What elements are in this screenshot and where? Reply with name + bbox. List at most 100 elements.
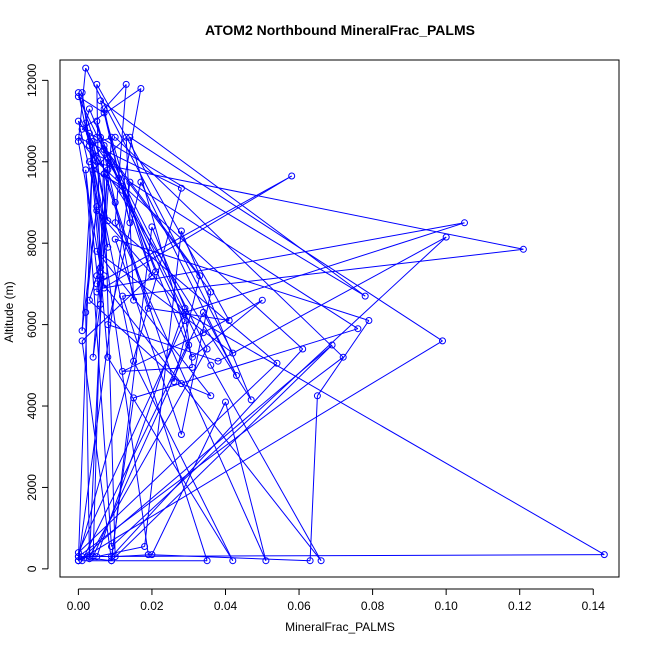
- series-segment: [96, 161, 304, 350]
- data-point: [104, 166, 112, 174]
- data-point: [148, 551, 156, 559]
- series-segment: [118, 177, 153, 276]
- data-point: [126, 178, 134, 186]
- series-segment: [103, 149, 212, 293]
- data-point: [100, 142, 108, 149]
- data-point: [93, 207, 101, 215]
- data-point: [181, 304, 189, 312]
- data-point: [170, 378, 178, 386]
- data-point: [126, 133, 134, 141]
- y-tick-label: 10000: [25, 145, 39, 179]
- series-segment: [129, 136, 443, 342]
- series-segment: [96, 210, 186, 313]
- data-point: [89, 353, 97, 361]
- series-segment: [184, 311, 605, 556]
- series-segment: [77, 188, 182, 557]
- data-point: [82, 119, 90, 127]
- data-point: [78, 553, 86, 561]
- data-point: [93, 288, 101, 296]
- series-segment: [111, 344, 333, 562]
- series-segment: [77, 92, 135, 362]
- y-tick-label: 4000: [25, 392, 39, 419]
- series-line-group: [77, 67, 605, 562]
- data-point: [74, 89, 82, 97]
- data-point: [196, 272, 204, 280]
- data-point: [85, 553, 93, 561]
- data-point: [85, 137, 93, 145]
- data-point: [93, 272, 101, 280]
- data-point: [122, 80, 130, 88]
- data-point: [97, 97, 104, 105]
- series-segment: [210, 365, 322, 561]
- series-segment: [309, 395, 318, 561]
- series-segment: [111, 236, 447, 547]
- series-segment: [81, 312, 204, 561]
- series-segment: [92, 304, 101, 557]
- y-axis: 0 2000 4000 6000 8000 10000 12000: [25, 63, 49, 572]
- data-point: [89, 150, 97, 158]
- data-point: [74, 557, 82, 565]
- series-segment: [78, 340, 443, 562]
- series-segment: [77, 141, 94, 561]
- data-point: [108, 133, 115, 141]
- series-segment: [85, 312, 90, 557]
- series-segment: [122, 366, 193, 372]
- data-point: [262, 557, 270, 565]
- data-point: [177, 227, 185, 235]
- data-point: [119, 182, 126, 190]
- series-segment: [89, 299, 182, 384]
- data-point: [97, 133, 104, 141]
- data-point: [461, 219, 468, 227]
- data-point: [273, 359, 281, 367]
- series-segment: [103, 173, 149, 309]
- y-tick-label: 2000: [25, 474, 39, 501]
- series-segment: [81, 88, 142, 130]
- data-point: [203, 557, 211, 565]
- data-point: [229, 557, 237, 565]
- data-point: [119, 292, 126, 300]
- series-segment: [103, 149, 212, 366]
- data-point: [119, 367, 126, 375]
- data-point: [74, 549, 82, 557]
- series-segment: [100, 136, 366, 297]
- data-point: [600, 551, 608, 559]
- data-point: [144, 304, 152, 312]
- series-segment: [85, 67, 234, 354]
- series-segment: [107, 324, 219, 362]
- data-point: [148, 223, 156, 231]
- series-segment: [133, 360, 234, 561]
- data-point: [119, 186, 126, 194]
- data-point: [111, 199, 119, 206]
- data-point: [130, 394, 138, 402]
- data-point: [181, 317, 189, 324]
- x-tick-label: 0.06: [287, 599, 311, 613]
- series-segment: [77, 92, 175, 382]
- data-point: [137, 85, 145, 92]
- series-segment: [103, 84, 127, 110]
- data-point: [85, 555, 93, 563]
- series-segment: [180, 230, 252, 401]
- series-points-group: [74, 64, 608, 565]
- data-point: [181, 308, 189, 316]
- data-point: [258, 296, 266, 304]
- series-segment: [96, 84, 230, 321]
- series-segment: [96, 175, 292, 293]
- data-point: [111, 235, 119, 243]
- series-segment: [217, 236, 447, 362]
- data-point: [306, 557, 314, 565]
- data-point: [100, 170, 108, 178]
- series-segment: [122, 295, 208, 561]
- data-point: [188, 353, 196, 361]
- y-axis-label: Altitude (m): [2, 281, 16, 342]
- series-segment: [88, 133, 105, 289]
- series-segment: [96, 250, 234, 354]
- series-segment: [100, 100, 366, 297]
- data-point: [122, 133, 130, 141]
- data-point: [104, 154, 112, 162]
- data-point: [152, 268, 160, 276]
- data-point: [354, 325, 362, 333]
- series-segment: [107, 356, 234, 561]
- data-point: [233, 372, 240, 379]
- x-tick-label: 0.14: [582, 599, 606, 613]
